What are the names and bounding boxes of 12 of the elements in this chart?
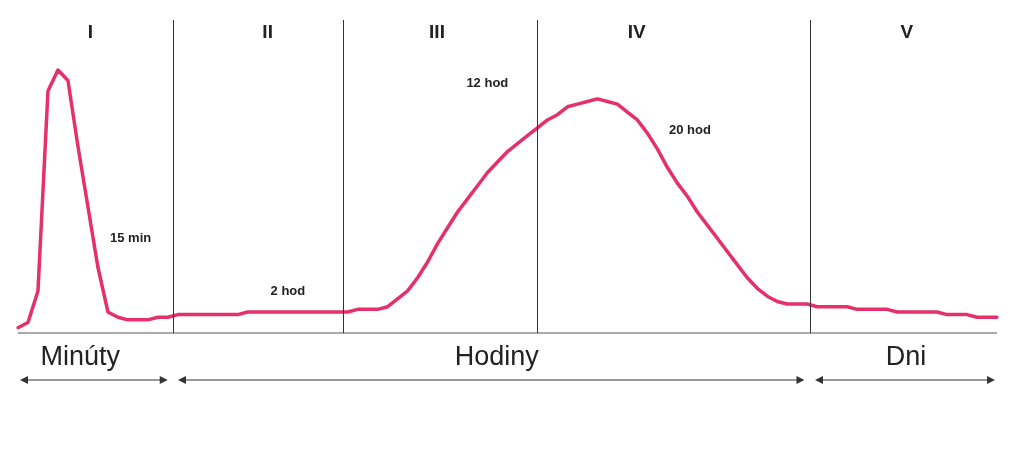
text: V — [900, 21, 914, 43]
text: Minúty — [40, 341, 121, 372]
text: III — [429, 21, 445, 43]
annotation: 15 min — [110, 229, 152, 245]
annotation: 20 hod — [669, 121, 711, 137]
text: IV — [627, 21, 647, 43]
text: Dni — [885, 341, 927, 372]
annotation: 2 hod — [270, 282, 306, 298]
text: Hodiny — [454, 341, 540, 372]
text: II — [262, 21, 273, 43]
text: I — [87, 21, 94, 43]
annotation: 12 hod — [466, 74, 509, 90]
